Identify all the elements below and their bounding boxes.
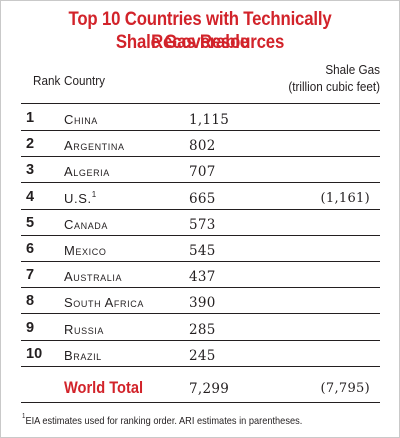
row-divider (21, 130, 380, 131)
ari-estimate-value: (1,161) (320, 190, 370, 206)
footnote: 1EIA estimates used for ranking order. A… (22, 413, 303, 427)
shale-gas-value: 1,115 (189, 112, 230, 128)
row-divider (21, 313, 380, 315)
rank-cell: 1 (26, 110, 35, 126)
row-divider (21, 182, 380, 184)
shale-gas-value: 802 (189, 138, 216, 155)
country-name: South Africa (64, 295, 144, 311)
table-row: 4 U.S.1 665 (1,161) (0, 184, 400, 210)
table-row: 10 Brazil 245 (0, 341, 400, 367)
country-name: Brazil (64, 347, 102, 363)
table-row: 9 Russia 285 (0, 315, 400, 341)
rank-cell: 8 (26, 293, 35, 310)
shale-gas-value: 545 (189, 243, 216, 259)
rank-cell: 2 (26, 136, 35, 153)
country-cell: China (64, 112, 98, 127)
row-divider (21, 287, 380, 289)
country-cell: Canada (64, 217, 108, 232)
country-name: Argentina (64, 138, 125, 154)
country-name: Algeria (64, 164, 110, 180)
country-name: China (64, 112, 98, 127)
column-header-shale-gas: Shale Gas (325, 62, 380, 77)
country-name: Canada (64, 216, 108, 232)
country-name: Russia (64, 321, 104, 337)
country-name: Australia (64, 269, 123, 285)
row-divider (21, 365, 380, 367)
shale-gas-value: 390 (189, 295, 216, 312)
table-row: 1 China 1,115 (0, 105, 400, 131)
row-divider (21, 156, 380, 158)
country-cell: Russia (64, 322, 104, 337)
row-divider (21, 234, 380, 236)
total-divider (21, 402, 380, 403)
shale-gas-value: 245 (189, 347, 216, 364)
table-row: 7 Australia 437 (0, 262, 400, 289)
country-cell: Brazil (64, 348, 102, 363)
country-name: U.S. (64, 190, 92, 206)
table-row: 8 South Africa 390 (0, 288, 400, 315)
country-cell: Algeria (64, 164, 110, 179)
table-row: 6 Mexico 545 (0, 236, 400, 262)
table-title-line-2: Shale Gas Resources (115, 31, 285, 53)
header-divider (21, 103, 380, 104)
footnote-marker: 1 (91, 189, 97, 199)
column-header-unit: (trillion cubic feet) (288, 79, 380, 94)
table-row: 5 Canada 573 (0, 210, 400, 236)
rank-cell: 4 (26, 188, 35, 205)
table-title-line-1: Top 10 Countries with Technically Recove… (68, 8, 332, 53)
country-cell: South Africa (64, 295, 144, 310)
country-cell: U.S.1 (64, 189, 97, 206)
row-divider (21, 208, 380, 210)
column-header-rank: Rank (33, 73, 61, 88)
rank-cell: 10 (26, 345, 43, 362)
shale-gas-value: 707 (189, 164, 216, 181)
country-name: Mexico (64, 243, 107, 258)
shale-gas-value: 437 (189, 269, 216, 286)
world-total-ari-value: (7,795) (320, 381, 370, 396)
footnote-text: EIA estimates used for ranking order. AR… (25, 415, 303, 427)
table-row: 3 Algeria 707 (0, 157, 400, 184)
shale-gas-value: 665 (189, 190, 216, 207)
row-divider (21, 339, 380, 341)
table-row: 2 Argentina 802 (0, 131, 400, 158)
country-cell: Argentina (64, 138, 125, 153)
rank-cell: 5 (26, 214, 35, 231)
rank-cell: 7 (26, 267, 35, 284)
shale-gas-value: 285 (189, 321, 216, 338)
footnote-marker: 1 (22, 413, 26, 420)
country-cell: Australia (64, 269, 122, 284)
column-header-country: Country (64, 73, 105, 88)
country-cell: Mexico (64, 243, 106, 258)
rank-cell: 3 (26, 162, 35, 179)
world-total-value: 7,299 (189, 381, 230, 397)
shale-gas-value: 573 (189, 216, 216, 233)
rank-cell: 6 (26, 241, 35, 257)
world-total-label: World Total (64, 378, 144, 397)
row-divider (21, 261, 380, 262)
rank-cell: 9 (26, 319, 35, 336)
